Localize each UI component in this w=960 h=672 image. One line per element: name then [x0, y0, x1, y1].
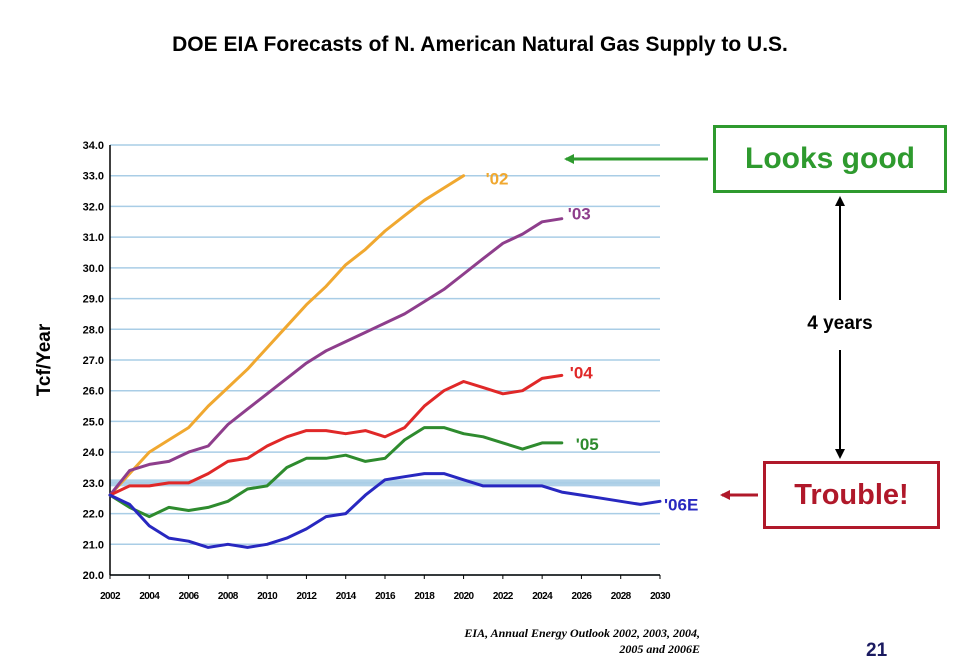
slide-title: DOE EIA Forecasts of N. American Natural…: [172, 33, 788, 56]
four-years-label: 4 years: [807, 313, 873, 334]
threshold-band: [110, 479, 660, 487]
series-label-0: '02: [486, 170, 509, 189]
x-tick-label: 2016: [375, 591, 396, 602]
trouble-callout: Trouble!: [763, 461, 940, 529]
x-tick-label: 2024: [532, 591, 553, 602]
series-label-2: '04: [570, 363, 593, 382]
y-tick-label: 25.0: [83, 416, 104, 428]
page-number: 21: [866, 640, 888, 661]
x-tick-label: 2008: [218, 591, 239, 602]
y-tick-label: 28.0: [83, 324, 104, 336]
x-tick-label: 2028: [611, 591, 632, 602]
series-line-1: [108, 217, 564, 497]
y-tick-label: 20.0: [83, 570, 104, 582]
series-line-4: [108, 472, 662, 549]
y-tick-label: 32.0: [83, 201, 104, 213]
series-label-1: '03: [568, 205, 591, 224]
y-tick-label: 26.0: [83, 386, 104, 398]
x-tick-label: 2012: [296, 591, 317, 602]
source-line-1: EIA, Annual Energy Outlook 2002, 2003, 2…: [464, 626, 700, 640]
series-line-2: [108, 373, 564, 497]
series-line-3: [108, 426, 564, 519]
series-line-0: [108, 174, 466, 497]
y-axis-label: Tcf/Year: [34, 323, 55, 396]
source-line-2: 2005 and 2006E: [619, 642, 700, 656]
series-label-4: '06E: [664, 495, 698, 514]
y-tick-label: 27.0: [83, 355, 104, 367]
y-tick-label: 22.0: [83, 509, 104, 521]
source-note: EIA, Annual Energy Outlook 2002, 2003, 2…: [370, 625, 700, 657]
x-tick-label: 2018: [414, 591, 435, 602]
looks-good-callout: Looks good: [713, 125, 947, 193]
y-tick-label: 24.0: [83, 447, 104, 459]
y-tick-label: 33.0: [83, 171, 104, 183]
y-tick-label: 31.0: [83, 232, 104, 244]
x-tick-label: 2006: [179, 591, 200, 602]
x-tick-label: 2030: [650, 591, 671, 602]
y-tick-label: 21.0: [83, 539, 104, 551]
x-tick-label: 2010: [257, 591, 278, 602]
x-tick-label: 2020: [454, 591, 475, 602]
y-tick-label: 29.0: [83, 294, 104, 306]
y-tick-label: 23.0: [83, 478, 104, 490]
series-label-3: '05: [576, 435, 599, 454]
y-tick-label: 30.0: [83, 263, 104, 275]
x-tick-label: 2026: [571, 591, 592, 602]
y-tick-label: 34.0: [83, 140, 104, 152]
x-tick-label: 2002: [100, 591, 121, 602]
x-tick-label: 2014: [336, 591, 357, 602]
x-tick-label: 2022: [493, 591, 514, 602]
x-tick-label: 2004: [139, 591, 160, 602]
